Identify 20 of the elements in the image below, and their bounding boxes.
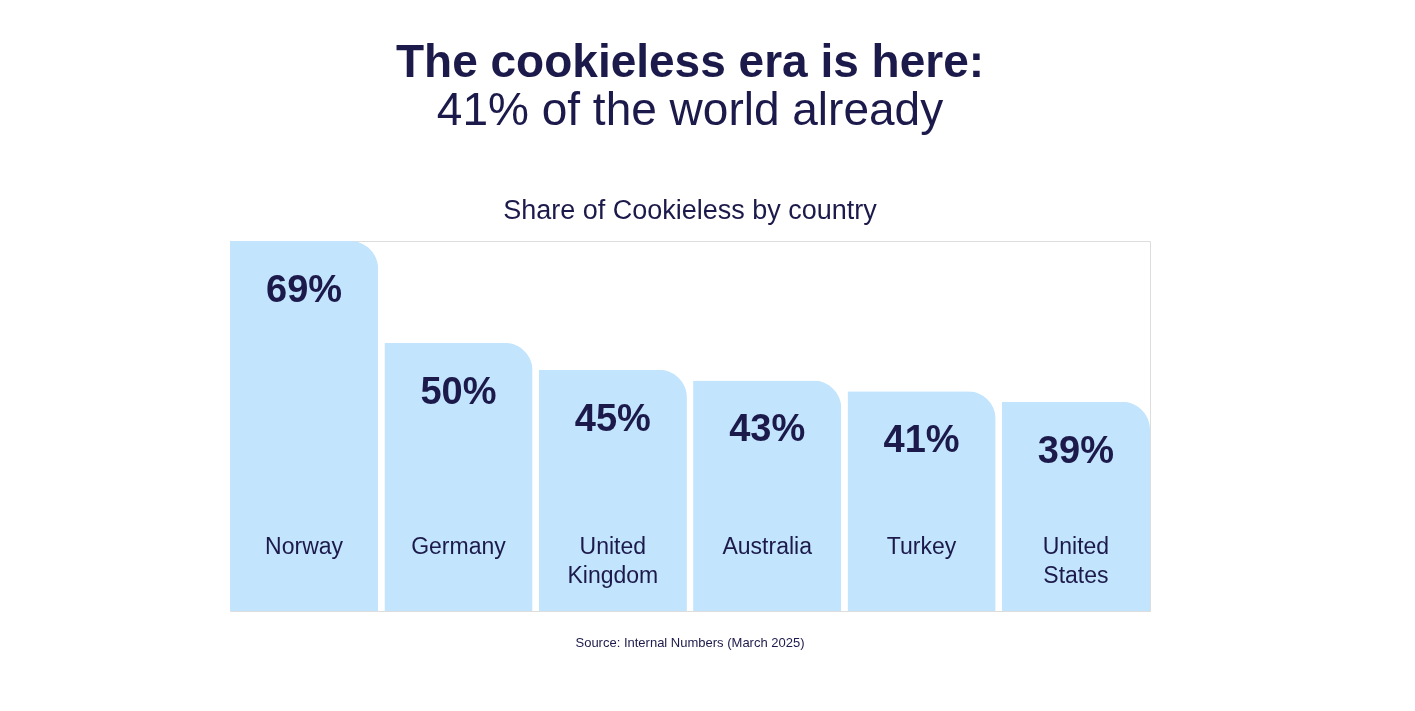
- data-label: 43%: [729, 407, 806, 450]
- data-label: 41%: [883, 418, 960, 461]
- data-label: 39%: [1037, 428, 1114, 471]
- bar: [1001, 401, 1150, 611]
- data-label: 69%: [266, 268, 343, 310]
- bar: [230, 241, 379, 611]
- x-tick-label: Norway: [265, 533, 344, 559]
- data-label: 45%: [574, 396, 651, 439]
- source-note: Source: Internal Numbers (March 2025): [575, 635, 805, 650]
- bar: [847, 391, 996, 611]
- data-label: 50%: [420, 369, 497, 412]
- x-tick-label: United States: [1042, 533, 1110, 588]
- x-tick-label: Australia: [722, 533, 813, 559]
- bar: [538, 369, 687, 611]
- x-tick-label: Germany: [411, 533, 507, 559]
- text: Share of Cookieless by country: [503, 195, 878, 225]
- x-tick-label: Turkey: [886, 533, 957, 559]
- bar: [693, 380, 842, 611]
- x-tick-label: United Kingdom: [567, 533, 659, 588]
- bar: [384, 342, 533, 611]
